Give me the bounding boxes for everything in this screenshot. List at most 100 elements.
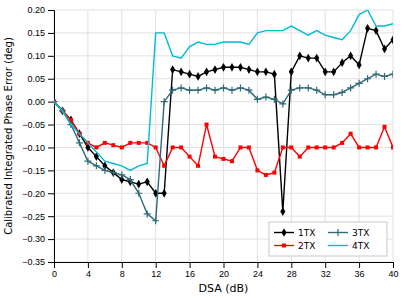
legend-label: 2TX bbox=[298, 241, 315, 251]
point-marker bbox=[281, 145, 285, 149]
tick-mark bbox=[257, 262, 258, 268]
tick-label: 36 bbox=[355, 269, 365, 279]
point-marker bbox=[204, 67, 209, 76]
point-marker bbox=[238, 63, 243, 72]
point-marker bbox=[298, 155, 302, 159]
point-marker bbox=[330, 91, 337, 98]
point-marker bbox=[162, 164, 166, 168]
point-marker bbox=[111, 168, 116, 177]
point-marker bbox=[220, 84, 227, 91]
tick-mark bbox=[48, 125, 54, 126]
point-marker bbox=[305, 84, 312, 91]
point-marker bbox=[374, 26, 379, 35]
tick: 0.10 bbox=[27, 51, 54, 61]
tick-label: 16 bbox=[185, 269, 195, 279]
point-marker bbox=[127, 176, 134, 183]
point-marker bbox=[262, 94, 269, 101]
grid-line bbox=[223, 10, 224, 262]
tick-label: −0.10 bbox=[22, 143, 45, 153]
point-marker bbox=[187, 70, 192, 79]
series-line bbox=[54, 10, 393, 170]
point-marker bbox=[391, 145, 393, 149]
y-axis: −0.35−0.30−0.25−0.20−0.15−0.10−0.050.000… bbox=[22, 5, 54, 267]
point-marker bbox=[94, 145, 98, 149]
point-marker bbox=[322, 91, 329, 98]
point-marker bbox=[315, 145, 319, 149]
tick: 12 bbox=[151, 262, 161, 279]
point-marker bbox=[118, 171, 125, 178]
point-marker bbox=[347, 84, 354, 91]
point-marker bbox=[373, 71, 380, 78]
tick-mark bbox=[190, 262, 191, 268]
tick-mark bbox=[359, 262, 360, 268]
point-marker bbox=[188, 155, 192, 159]
tick-mark bbox=[48, 56, 54, 57]
point-marker bbox=[340, 58, 345, 67]
grid-line bbox=[393, 10, 394, 262]
point-marker bbox=[137, 141, 141, 145]
tick: −0.15 bbox=[22, 166, 54, 176]
tick: 28 bbox=[287, 262, 297, 279]
point-marker bbox=[357, 61, 362, 70]
point-marker bbox=[228, 87, 235, 94]
tick-mark bbox=[88, 262, 89, 268]
grid-line bbox=[257, 10, 258, 262]
point-marker bbox=[205, 123, 209, 127]
tick: 0.00 bbox=[27, 97, 54, 107]
point-marker bbox=[247, 145, 251, 149]
point-marker bbox=[154, 145, 158, 149]
point-marker bbox=[306, 54, 311, 63]
point-marker bbox=[93, 162, 100, 169]
point-marker bbox=[332, 145, 336, 149]
legend-label: 3TX bbox=[352, 228, 369, 238]
tick-label: −0.20 bbox=[22, 189, 45, 199]
plot: 0481216202428323640−0.35−0.30−0.25−0.20−… bbox=[22, 5, 398, 279]
tick-mark bbox=[48, 33, 54, 34]
series-line bbox=[54, 102, 393, 175]
point-marker bbox=[390, 35, 393, 44]
point-marker bbox=[238, 145, 242, 149]
point-marker bbox=[289, 145, 293, 149]
point-marker bbox=[101, 167, 108, 174]
grid-line bbox=[54, 78, 393, 79]
tick: −0.05 bbox=[22, 120, 54, 130]
point-marker bbox=[152, 217, 159, 224]
point-marker bbox=[136, 180, 141, 189]
grid-line bbox=[54, 147, 393, 148]
point-marker bbox=[314, 54, 319, 63]
point-marker bbox=[161, 98, 168, 105]
point-marker bbox=[255, 67, 260, 76]
tick-label: 0 bbox=[52, 269, 57, 279]
point-marker bbox=[364, 75, 371, 82]
point-marker bbox=[170, 65, 175, 74]
point-marker bbox=[179, 145, 183, 149]
tick-label: 0.00 bbox=[27, 97, 45, 107]
point-marker bbox=[356, 80, 363, 87]
tick-label: 24 bbox=[253, 269, 263, 279]
tick-label: 0.05 bbox=[27, 74, 45, 84]
series-line bbox=[54, 28, 393, 211]
legend-swatch bbox=[328, 245, 348, 246]
grid-line bbox=[87, 10, 88, 262]
tick-mark bbox=[48, 193, 54, 194]
tick-label: 4 bbox=[86, 269, 91, 279]
point-marker bbox=[221, 63, 226, 72]
tick-mark bbox=[291, 262, 292, 268]
legend-item: 1TX bbox=[274, 228, 315, 238]
point-marker bbox=[306, 145, 310, 149]
point-marker bbox=[263, 67, 268, 76]
tick: 4 bbox=[86, 262, 91, 279]
legend-label: 1TX bbox=[298, 228, 315, 238]
tick-mark bbox=[48, 262, 54, 263]
point-marker bbox=[145, 177, 150, 186]
legend-item: 3TX bbox=[328, 228, 369, 238]
point-marker bbox=[213, 65, 218, 74]
point-marker bbox=[374, 145, 378, 149]
point-marker bbox=[111, 143, 115, 147]
axis-line bbox=[55, 263, 394, 269]
point-marker bbox=[144, 210, 151, 217]
point-marker bbox=[323, 145, 327, 149]
tick-mark bbox=[48, 147, 54, 148]
tick: 32 bbox=[321, 262, 331, 279]
point-marker bbox=[171, 145, 175, 149]
